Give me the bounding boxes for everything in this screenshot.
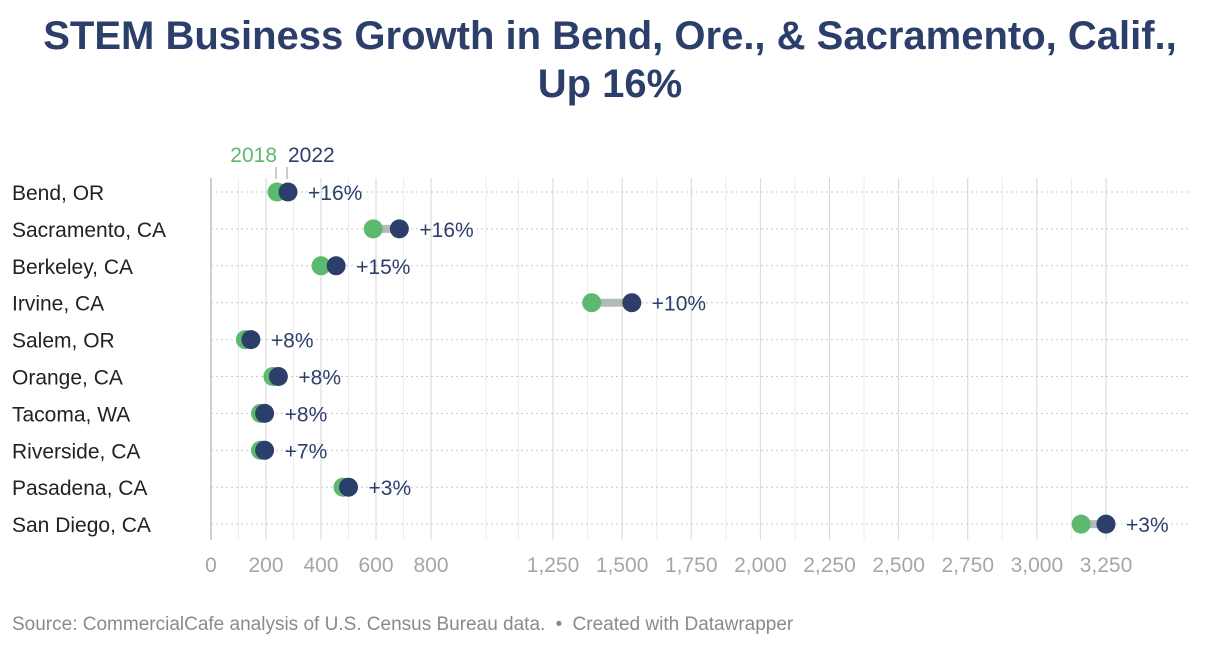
chart-title-line1: STEM Business Growth in Bend, Ore., & Sa… [43,14,1177,58]
dot-2022 [622,293,642,313]
x-tick-label: 3,000 [1011,554,1064,577]
dot-2022 [1096,514,1116,534]
credit-note: Created with Datawrapper [572,614,794,635]
category-label: Orange, CA [12,367,123,390]
x-tick-label: 200 [248,554,283,577]
change-label: +3% [369,477,412,500]
x-tick-label: 1,250 [527,554,580,577]
change-label: +8% [285,403,328,426]
category-label: Riverside, CA [12,440,140,463]
change-label: +3% [1126,514,1169,537]
dot-2022 [255,403,275,423]
change-label: +8% [298,367,341,390]
dot-2018 [363,219,383,239]
category-label: Tacoma, WA [12,403,130,426]
x-tick-label: 1,500 [596,554,649,577]
category-label: Bend, OR [12,182,104,205]
change-label: +15% [356,256,410,279]
x-tick-label: 2,750 [941,554,994,577]
x-tick-label: 800 [413,554,448,577]
change-label: +16% [419,219,473,242]
dot-2022 [339,477,358,497]
legend-2022: 2022 [288,144,335,167]
x-tick-label: 2,500 [872,554,925,577]
category-label: Sacramento, CA [12,219,166,242]
category-label: Salem, OR [12,330,115,353]
dot-2022 [241,330,261,350]
change-label: +10% [652,293,706,316]
category-label: Berkeley, CA [12,256,133,279]
dot-2022 [326,256,346,276]
x-tick-label: 400 [303,554,338,577]
x-tick-label: 2,000 [734,554,787,577]
change-label: +7% [285,440,328,463]
change-label: +16% [308,182,362,205]
x-tick-label: 1,750 [665,554,718,577]
chart-title: STEM Business Growth in Bend, Ore., & Sa… [0,12,1220,108]
category-label: Irvine, CA [12,293,104,316]
source-note: Source: CommercialCafe analysis of U.S. … [12,614,546,635]
change-label: +8% [271,330,314,353]
dot-2022 [268,367,288,386]
dot-2018 [311,256,331,276]
dot-2022 [255,440,275,460]
category-label: Pasadena, CA [12,477,147,500]
footer-separator: • [555,614,563,635]
chart-footer: Source: CommercialCafe analysis of U.S. … [12,614,793,636]
dot-2018 [582,293,602,313]
dot-plot-chart: 0 200 400 600 800 1,250 1,500 1,750 2,000 2,250 2,… [12,144,1190,577]
legend-2018: 2018 [230,144,277,167]
dot-2022 [389,219,409,239]
x-tick-label: 3,250 [1080,554,1133,577]
x-tick-label: 0 [205,554,217,577]
category-label: San Diego, CA [12,514,151,537]
x-tick-label: 2,250 [803,554,856,577]
dot-2022 [278,182,298,202]
dot-2018 [1071,514,1091,534]
chart-title-line2: Up 16% [537,62,683,106]
x-tick-label: 600 [358,554,393,577]
